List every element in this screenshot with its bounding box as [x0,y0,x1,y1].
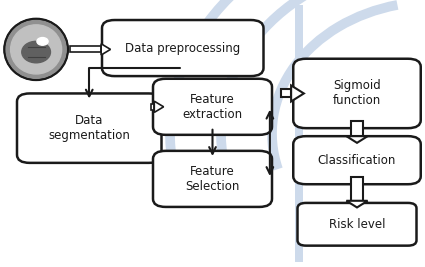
Ellipse shape [22,41,51,63]
Text: Sigmoid
function: Sigmoid function [333,80,381,107]
FancyBboxPatch shape [151,104,154,110]
Polygon shape [346,201,368,207]
Text: Data
segmentation: Data segmentation [48,114,130,142]
Text: Risk level: Risk level [329,218,385,231]
Text: Classification: Classification [318,154,396,167]
FancyBboxPatch shape [280,89,291,97]
FancyBboxPatch shape [153,79,272,135]
Text: Feature
Selection: Feature Selection [185,165,240,193]
FancyBboxPatch shape [153,151,272,207]
Polygon shape [101,44,110,55]
FancyBboxPatch shape [293,136,421,184]
FancyBboxPatch shape [298,203,416,246]
FancyBboxPatch shape [102,20,264,76]
FancyBboxPatch shape [351,177,363,201]
Polygon shape [154,101,164,112]
Text: Feature
extraction: Feature extraction [182,93,243,121]
Text: Data preprocessing: Data preprocessing [125,42,241,54]
FancyBboxPatch shape [351,121,363,136]
FancyBboxPatch shape [17,93,162,163]
FancyBboxPatch shape [293,59,421,128]
Ellipse shape [4,19,68,80]
Polygon shape [291,85,304,101]
Polygon shape [346,136,368,143]
Ellipse shape [6,20,66,78]
Ellipse shape [11,25,62,74]
FancyBboxPatch shape [295,5,303,262]
Ellipse shape [37,38,48,45]
FancyBboxPatch shape [70,46,101,52]
